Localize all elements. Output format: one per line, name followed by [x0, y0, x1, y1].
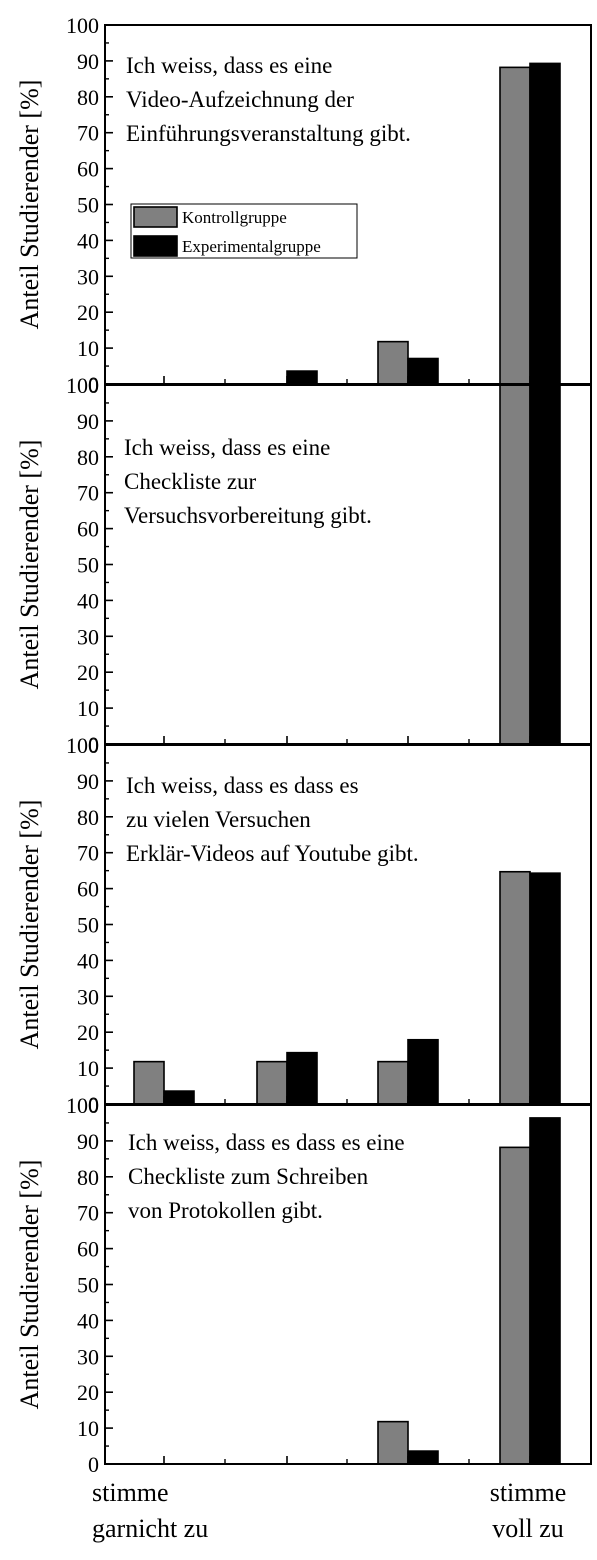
bar-experimental-2: [286, 1051, 318, 1105]
y-tick-label: 60: [77, 517, 99, 542]
y-tick-label: 30: [77, 1344, 99, 1369]
bar-kontroll-3: [377, 1060, 409, 1105]
legend-swatch-1: [133, 206, 178, 228]
annotation-line: Ich weiss, dass es eine: [126, 53, 332, 78]
legend-swatch-2: [133, 235, 178, 257]
y-axis-label: Anteil Studierender [%]: [15, 80, 44, 330]
y-tick-label: 40: [77, 228, 99, 253]
y-tick-label: 70: [77, 841, 99, 866]
y-tick-label: 30: [77, 624, 99, 649]
x-label-left-line: garnicht zu: [92, 1514, 208, 1543]
y-tick-label: 10: [77, 696, 99, 721]
bar-kontroll-2: [256, 1060, 288, 1105]
annotation-line: Erklär-Videos auf Youtube gibt.: [126, 841, 419, 866]
y-tick-label: 30: [77, 264, 99, 289]
y-tick-label: 70: [77, 1201, 99, 1226]
y-tick-label: 70: [77, 121, 99, 146]
y-axis-label: Anteil Studierender [%]: [15, 1160, 44, 1410]
y-tick-label: 20: [77, 1380, 99, 1405]
annotation-line: Checkliste zum Schreiben: [128, 1164, 369, 1189]
y-tick-label: 10: [77, 1056, 99, 1081]
y-tick-label: 90: [77, 409, 99, 434]
bar-experimental-4: [529, 1117, 561, 1465]
y-tick-label: 30: [77, 984, 99, 1009]
bar-experimental-3: [407, 357, 439, 385]
y-tick-label: 60: [77, 1237, 99, 1262]
y-tick-label: 20: [77, 1020, 99, 1045]
legend: Kontrollgruppe Experimentalgruppe: [130, 203, 358, 259]
chart-panel-2: 0 10 20 30 40 50 60 70 80 90 100 Anteil Studierende…: [15, 373, 592, 757]
x-label-left-line: stimme: [92, 1478, 169, 1507]
x-label-right-line: stimme: [490, 1478, 567, 1507]
legend-frame: [130, 203, 358, 259]
y-tick-label: 80: [77, 1165, 99, 1190]
y-tick-label: 50: [77, 913, 99, 938]
chart-panel-3: 0 10 20 30 40 50 60 70 80 90 100 Anteil Studierende…: [15, 733, 592, 1117]
y-tick-label: 80: [77, 445, 99, 470]
y-tick-label: 60: [77, 877, 99, 902]
y-tick-label: 90: [77, 1129, 99, 1154]
y-tick-label: 50: [77, 193, 99, 218]
y-tick-label: 0: [88, 732, 99, 757]
y-tick-label: 0: [88, 1452, 99, 1477]
annotation-line: Versuchsvorbereitung gibt.: [124, 503, 372, 528]
y-tick-label: 0: [88, 372, 99, 397]
y-tick-label: 100: [66, 373, 99, 398]
bar-kontroll-1: [133, 1060, 165, 1105]
chart-panel-1: 0 10 20 30 40 50 60 70 80 90 100 Anteil Studierende…: [15, 13, 592, 397]
bar-experimental-3: [407, 1450, 439, 1465]
y-axis-label: Anteil Studierender [%]: [15, 800, 44, 1050]
y-tick-label: 50: [77, 1273, 99, 1298]
y-tick-label: 100: [66, 1093, 99, 1118]
legend-label-1: Kontrollgruppe: [182, 208, 287, 227]
y-tick-label: 70: [77, 481, 99, 506]
y-tick-label: 0: [88, 1092, 99, 1117]
y-axis-label: Anteil Studierender [%]: [15, 440, 44, 690]
bar-kontroll-4: [499, 384, 531, 745]
bar-kontroll-4: [499, 1146, 531, 1465]
y-tick-label: 90: [77, 769, 99, 794]
y-tick-label: 40: [77, 948, 99, 973]
annotation-line: Checkliste zur: [124, 469, 257, 494]
y-tick-label: 100: [66, 733, 99, 758]
annotation-line: Ich weiss, dass es eine: [124, 435, 330, 460]
legend-label-2: Experimentalgruppe: [182, 237, 321, 256]
y-tick-label: 10: [77, 1416, 99, 1441]
y-tick-label: 60: [77, 157, 99, 182]
bar-experimental-1: [163, 1090, 195, 1105]
bar-experimental-4: [529, 384, 561, 745]
bar-kontroll-4: [499, 870, 531, 1105]
y-tick-label: 20: [77, 660, 99, 685]
annotation-line: Ich weiss, dass es dass es eine: [128, 1130, 405, 1155]
y-tick-label: 10: [77, 336, 99, 361]
bar-experimental-3: [407, 1038, 439, 1105]
annotation-line: Video-Aufzeichnung der: [126, 87, 354, 112]
y-tick-label: 50: [77, 553, 99, 578]
bar-kontroll-3: [377, 340, 409, 385]
x-label-right-line: voll zu: [492, 1514, 564, 1543]
annotation-line: zu vielen Versuchen: [126, 807, 311, 832]
chart-panel-4: 0 10 20 30 40 50 60 70 80 90 100 Anteil Studierende…: [15, 1093, 592, 1477]
y-tick-label: 20: [77, 300, 99, 325]
y-tick-label: 40: [77, 588, 99, 613]
annotation-line: Ich weiss, dass es dass es: [126, 773, 359, 798]
y-tick-label: 80: [77, 85, 99, 110]
y-tick-label: 80: [77, 805, 99, 830]
bar-kontroll-4: [499, 66, 531, 385]
bar-experimental-4: [529, 62, 561, 385]
bar-kontroll-3: [377, 1420, 409, 1465]
y-tick-label: 100: [66, 13, 99, 38]
bar-experimental-2: [286, 370, 318, 385]
y-tick-label: 40: [77, 1308, 99, 1333]
annotation-line: Einführungsveranstaltung gibt.: [126, 121, 411, 146]
y-tick-label: 90: [77, 49, 99, 74]
annotation-line: von Protokollen gibt.: [128, 1198, 323, 1223]
bar-experimental-4: [529, 872, 561, 1105]
